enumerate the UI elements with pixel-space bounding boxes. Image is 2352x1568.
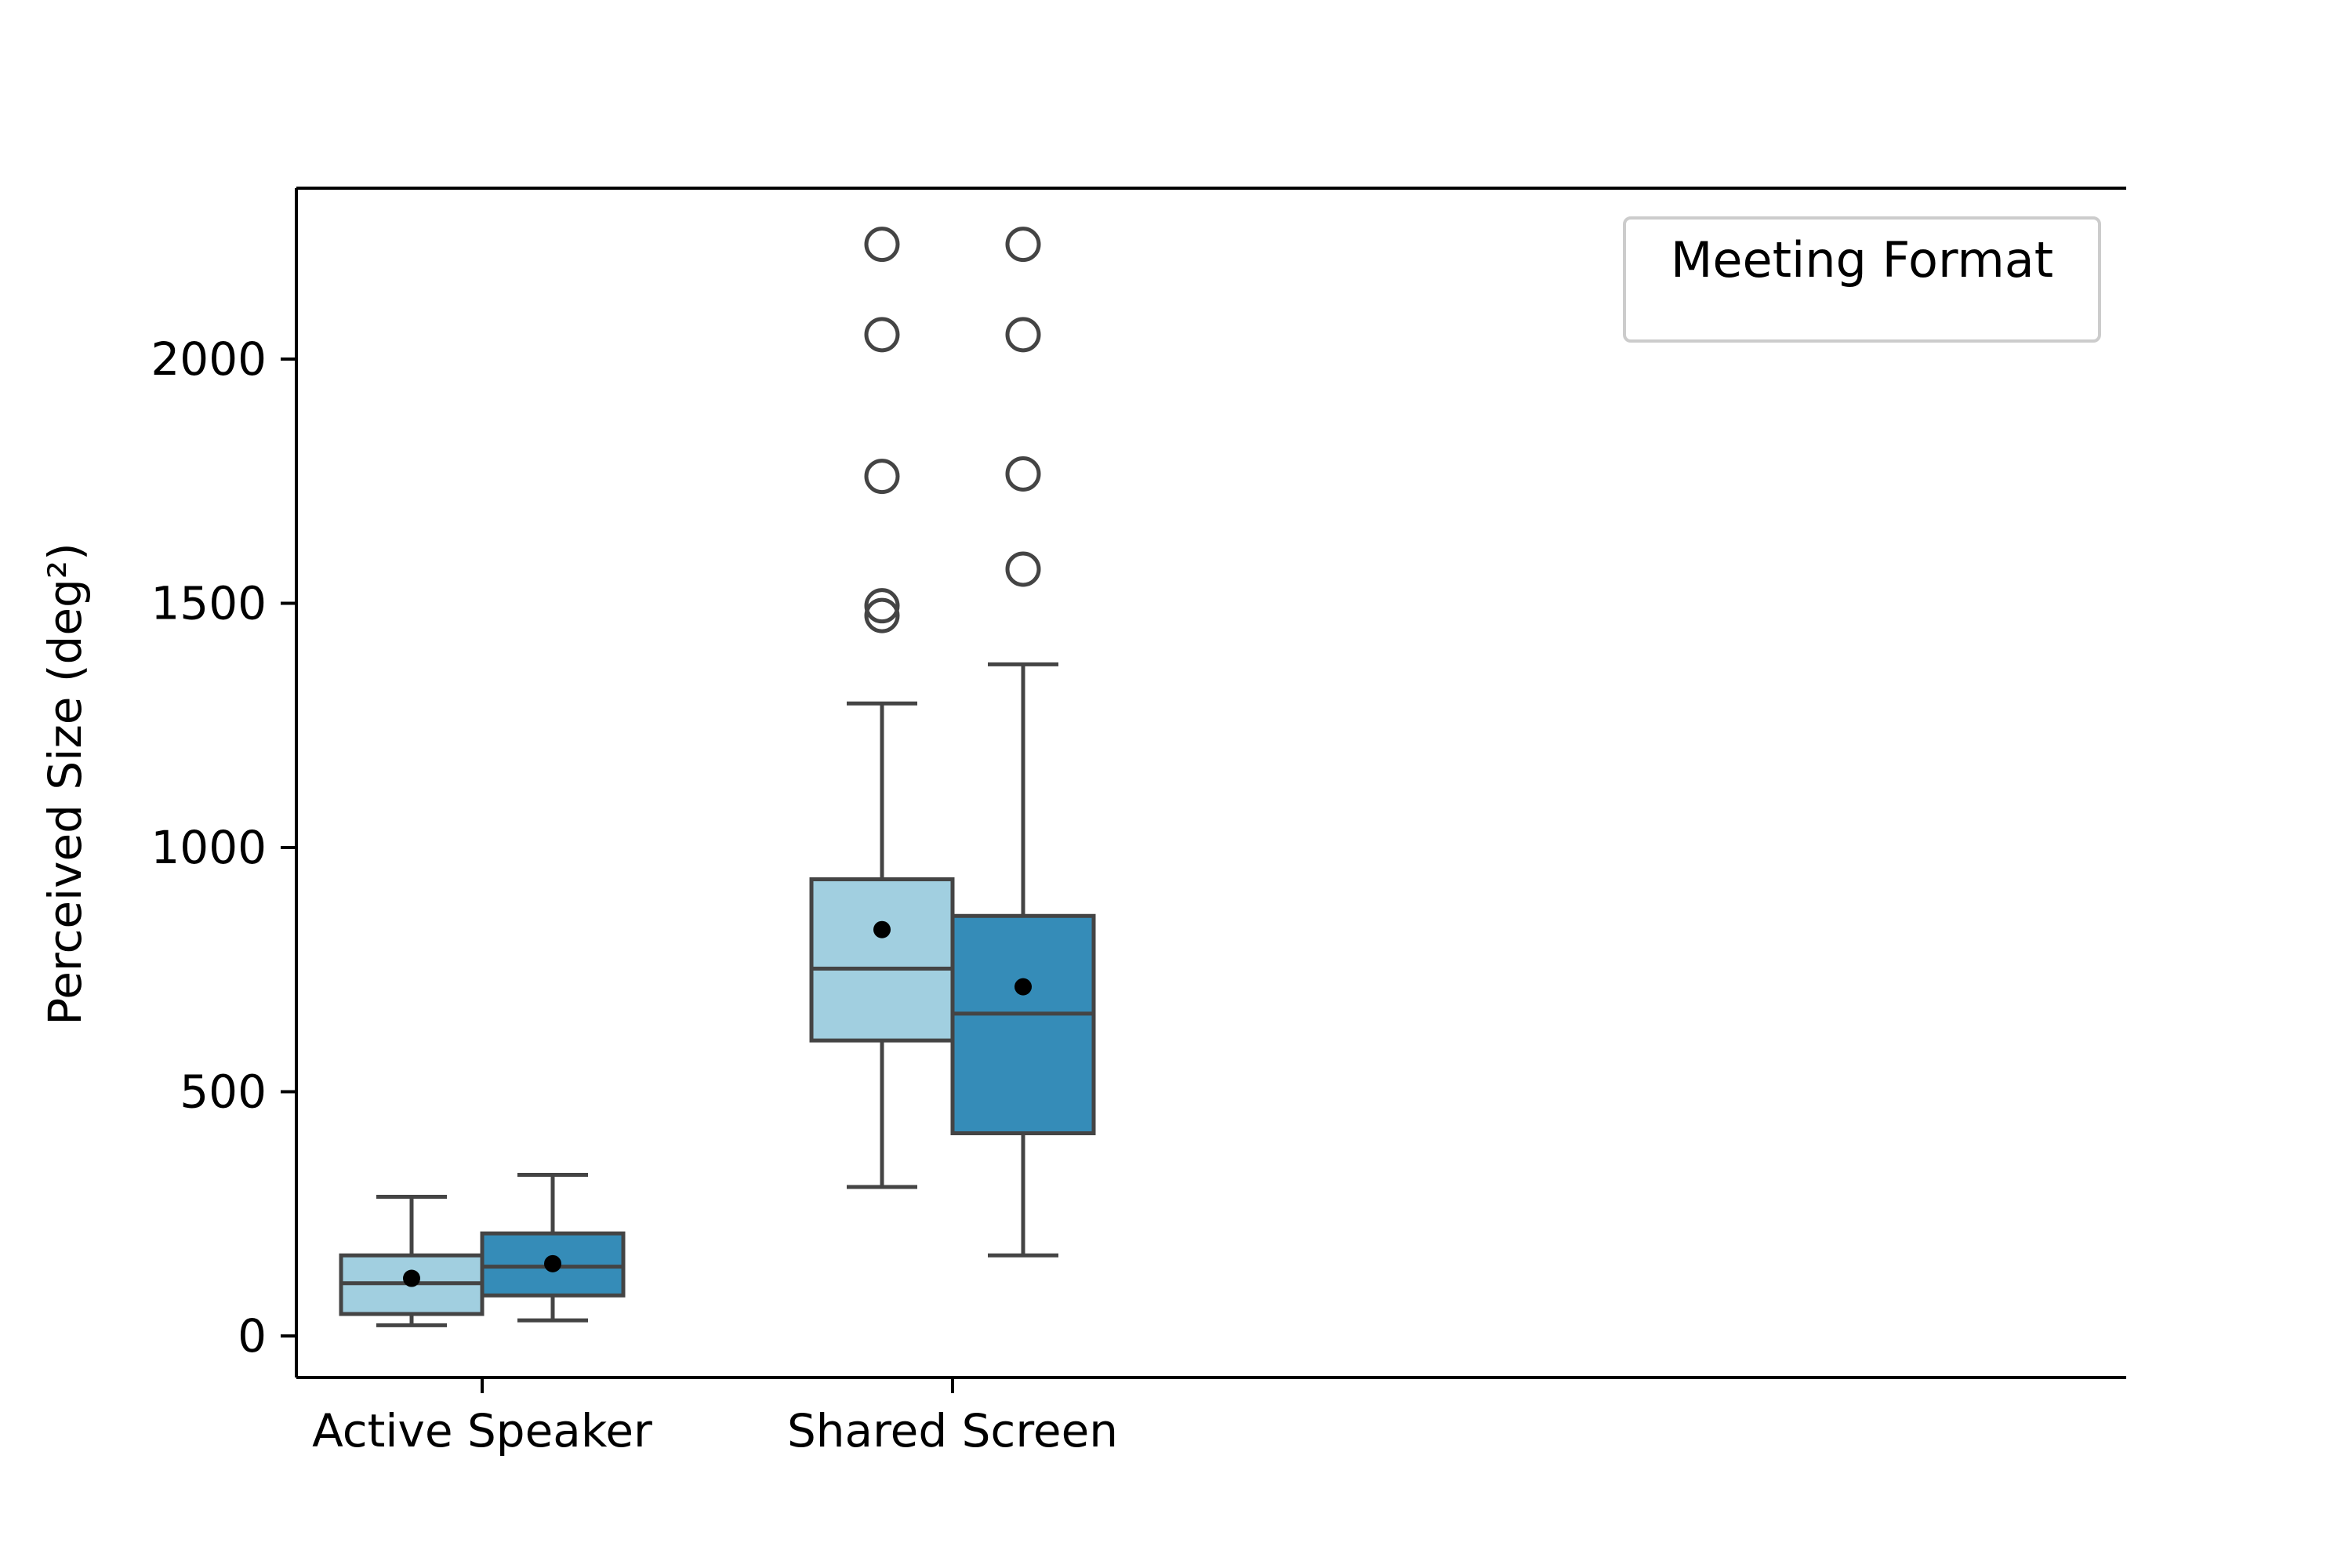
outlier-point	[864, 227, 900, 263]
x-tick-label: Shared Screen	[787, 1404, 1118, 1457]
mean-marker	[544, 1254, 561, 1272]
box-iqr	[809, 877, 955, 1043]
mean-marker	[1014, 978, 1032, 996]
outlier-point	[1005, 317, 1041, 353]
outlier-point	[864, 459, 900, 495]
mean-marker	[873, 920, 891, 938]
outlier-point	[1005, 227, 1041, 263]
y-tick-label: 1000	[151, 821, 267, 874]
y-tick-label: 2000	[151, 332, 267, 386]
outlier-point	[1005, 551, 1041, 587]
axes-layer: 0 500 1000 1500 2000 Active Speaker Shared Scr…	[151, 187, 2126, 1457]
box-iqr	[950, 913, 1096, 1136]
box-0-1	[480, 1172, 626, 1323]
y-tick-label: 1500	[151, 577, 267, 630]
outlier-point	[864, 588, 900, 624]
box-1-0	[809, 227, 955, 1189]
box-1-1	[950, 227, 1096, 1258]
x-tick-label: Active Speaker	[312, 1404, 652, 1457]
boxes-layer	[339, 227, 1096, 1327]
outlier-point	[864, 597, 900, 633]
box-0-0	[339, 1194, 485, 1327]
mean-marker	[403, 1269, 420, 1287]
outlier-point	[1005, 456, 1041, 492]
legend-title: Meeting Format	[1671, 231, 2053, 289]
legend-box	[1623, 216, 2101, 343]
outlier-point	[864, 317, 900, 353]
y-tick-label: 0	[238, 1309, 267, 1363]
y-tick-label: 500	[180, 1065, 267, 1119]
y-axis-title: Perceived Size (deg²)	[38, 543, 92, 1025]
